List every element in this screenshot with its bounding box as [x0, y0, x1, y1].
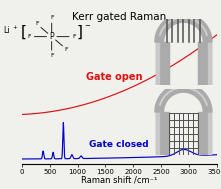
Text: ]: ] — [76, 25, 83, 40]
Text: [: [ — [21, 25, 27, 40]
Text: Gate closed: Gate closed — [89, 140, 149, 149]
Text: F: F — [50, 53, 53, 58]
Text: F: F — [27, 34, 31, 39]
Bar — [156, 112, 159, 155]
Bar — [208, 42, 211, 85]
Bar — [208, 112, 211, 155]
Text: P: P — [50, 32, 54, 41]
Title: Kerr gated Raman: Kerr gated Raman — [72, 12, 166, 22]
Polygon shape — [155, 14, 212, 42]
Bar — [198, 112, 211, 155]
Text: F: F — [65, 47, 69, 52]
Text: Gate open: Gate open — [86, 72, 143, 82]
Text: F: F — [73, 34, 76, 39]
X-axis label: Raman shift /cm⁻¹: Raman shift /cm⁻¹ — [81, 176, 158, 185]
Text: −: − — [84, 23, 90, 29]
Text: F: F — [50, 15, 53, 20]
Text: +: + — [12, 25, 17, 30]
Polygon shape — [155, 84, 212, 112]
Bar — [156, 42, 169, 85]
Bar — [156, 42, 159, 85]
Bar — [198, 42, 211, 85]
Bar — [156, 112, 169, 155]
Text: F: F — [35, 21, 39, 26]
Text: Li: Li — [3, 26, 10, 35]
